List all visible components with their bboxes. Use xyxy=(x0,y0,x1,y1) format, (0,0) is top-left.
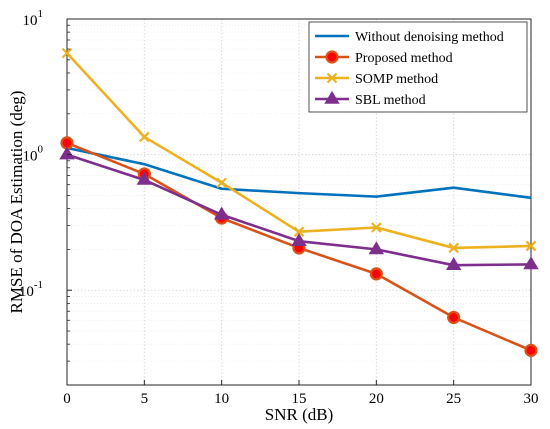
data-point xyxy=(136,171,153,185)
x-axis-label: SNR (dB) xyxy=(265,405,333,424)
legend-item: Proposed method xyxy=(315,50,453,66)
data-point xyxy=(369,267,383,281)
x-tick-label: 5 xyxy=(141,391,149,407)
data-point xyxy=(216,177,227,189)
data-point xyxy=(524,343,538,357)
y-tick-label: 10-1 xyxy=(19,279,43,300)
data-point xyxy=(525,240,537,252)
y-axis-label: RMSE of DOA Estimation (deg) xyxy=(7,91,26,314)
data-point xyxy=(291,232,307,246)
legend-label: SBL method xyxy=(355,93,426,108)
legend-item: SBL method xyxy=(315,90,426,108)
y-tick-label: 101 xyxy=(23,8,44,29)
x-tick-label: 20 xyxy=(369,391,384,407)
data-point xyxy=(326,72,338,84)
data-point xyxy=(61,47,73,59)
data-point xyxy=(448,242,459,254)
data-point xyxy=(447,310,461,325)
y-axis-ticks: 10-1 100 101 xyxy=(19,8,72,362)
data-point xyxy=(445,256,462,270)
data-point xyxy=(523,256,539,270)
legend-label: SOMP method xyxy=(355,72,438,87)
legend-label: Without denoising method xyxy=(355,30,504,45)
x-tick-label: 25 xyxy=(446,391,461,407)
data-point xyxy=(371,222,382,233)
x-tick-label: 30 xyxy=(524,391,539,407)
series-line xyxy=(66,146,532,200)
x-tick-label: 10 xyxy=(214,391,229,407)
x-tick-label: 0 xyxy=(63,391,71,407)
data-point xyxy=(368,241,385,255)
data-point xyxy=(293,226,305,237)
data-point xyxy=(59,146,75,160)
data-point xyxy=(213,206,230,220)
y-tick-label: 100 xyxy=(23,144,44,165)
data-point xyxy=(325,50,339,64)
series-without-denoising-method xyxy=(66,146,532,200)
series-somp-method xyxy=(61,47,537,254)
legend: Without denoising method Proposed method S… xyxy=(308,21,528,113)
data-point xyxy=(324,90,340,104)
series-layer xyxy=(59,47,539,357)
legend-item: Without denoising method xyxy=(315,30,504,45)
data-point xyxy=(139,131,150,143)
series-sbl-method xyxy=(59,146,539,270)
x-axis-ticks: 0 5 10 15 20 25 30 xyxy=(63,380,539,407)
x-tick-label: 15 xyxy=(292,391,307,407)
legend-label: Proposed method xyxy=(355,51,453,66)
legend-item: SOMP method xyxy=(315,72,438,87)
